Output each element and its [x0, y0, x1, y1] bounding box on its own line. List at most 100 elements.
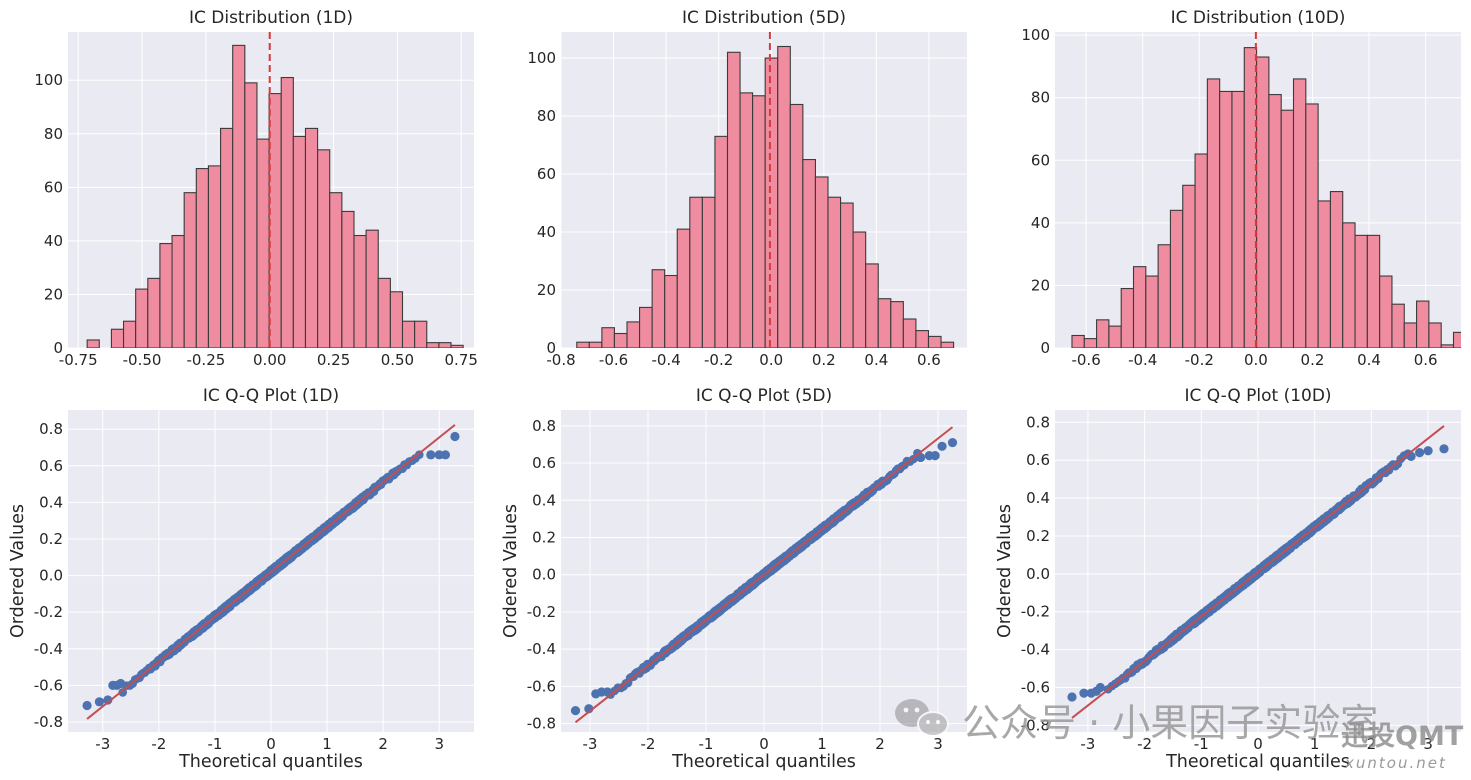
histogram-bar — [220, 127, 234, 348]
histogram-bar — [292, 135, 307, 348]
histogram-bar — [1280, 109, 1295, 348]
histogram-bar — [1416, 300, 1430, 348]
x-tick-label: 0 — [266, 735, 276, 753]
histogram-bar — [664, 274, 678, 348]
x-tick-label: 0.75 — [445, 351, 478, 369]
y-tick-label: 0.0 — [532, 566, 556, 584]
histogram-bar — [1145, 275, 1159, 348]
histogram-bar — [726, 51, 741, 348]
histogram-bar — [777, 45, 791, 348]
histogram-bar — [1219, 90, 1233, 348]
histogram-bar — [890, 301, 904, 348]
histogram-bar — [280, 76, 294, 348]
qq-point — [937, 441, 947, 451]
chart-title: IC Distribution (1D) — [189, 8, 353, 28]
x-tick-label: 1 — [1310, 735, 1320, 753]
plot-content — [570, 426, 958, 724]
chart-panel-2: IC Distribution (5D) -0.8 -0.6 -0.4 -0.2 0.0 0… — [527, 8, 967, 369]
histogram-bar — [1096, 319, 1110, 348]
histogram-bar — [1194, 153, 1208, 348]
y-tick-label: 80 — [1031, 89, 1050, 107]
x-tick-label: -0.50 — [123, 351, 162, 369]
histogram-bar — [317, 149, 331, 348]
x-tick-label: 2 — [875, 735, 885, 753]
histogram-bar — [450, 344, 464, 348]
histogram-bar — [365, 229, 379, 348]
histogram-bar — [601, 327, 616, 348]
x-axis-label: Theoretical quantiles — [178, 752, 363, 772]
x-tick-label: 1 — [322, 735, 332, 753]
x-tick-label: 0.6 — [1414, 351, 1438, 369]
histogram-bar — [1268, 94, 1282, 348]
plot-content — [1071, 32, 1461, 348]
histogram-bar — [626, 321, 641, 348]
x-tick-label: 0 — [1253, 735, 1263, 753]
x-tick-label: 3 — [933, 735, 943, 753]
y-tick-label: 0 — [1040, 339, 1050, 357]
histogram-bar — [122, 320, 137, 348]
y-tick-label: 0.4 — [1026, 489, 1050, 507]
chart-panel-1: IC Distribution (1D) -0.75 -0.50 -0.25 0.00 0… — [34, 8, 478, 369]
x-tick-label: -1 — [699, 735, 714, 753]
histogram-bar — [764, 57, 779, 348]
histogram-bar — [1120, 288, 1135, 348]
qq-point — [1415, 448, 1425, 458]
y-tick-label: 0.8 — [39, 420, 63, 438]
watermark-text: 公众号 · 小果因子实验室 — [962, 701, 1378, 745]
qq-point — [450, 431, 460, 442]
x-tick-label: 3 — [434, 735, 444, 753]
histogram-bar — [1083, 338, 1098, 348]
histogram-bar — [839, 202, 854, 348]
y-tick-label: 0.2 — [1026, 527, 1050, 545]
y-tick-label: -0.8 — [1021, 716, 1050, 734]
chart-panel-3: IC Distribution (10D) -0.6 -0.4 -0.2 0.0 0.2 0… — [1021, 8, 1461, 369]
histogram-bar — [927, 335, 942, 348]
x-tick-label: -1 — [207, 735, 222, 753]
y-tick-label: 100 — [527, 49, 556, 67]
histogram-bar — [639, 306, 653, 348]
histogram-bar — [789, 103, 804, 348]
x-tick-label: -0.6 — [1071, 351, 1100, 369]
x-axis-label: Theoretical quantiles — [671, 752, 856, 772]
histogram-bar — [1132, 266, 1147, 348]
x-tick-label: 2 — [1367, 735, 1377, 753]
histogram-bar — [1182, 184, 1196, 348]
qq-point — [930, 451, 940, 461]
y-tick-label: 0.2 — [39, 530, 63, 548]
histogram-bar — [147, 277, 161, 348]
plot-content — [82, 424, 460, 720]
histogram-bar — [1231, 90, 1245, 348]
qq-point — [118, 688, 128, 697]
histogram-bar — [414, 320, 428, 348]
qq-fit-line — [1071, 425, 1445, 719]
histogram-bars — [1071, 47, 1461, 348]
x-tick-label: -0.4 — [651, 351, 680, 369]
histogram-bar — [576, 341, 590, 348]
x-tick-label: -0.2 — [1185, 351, 1214, 369]
x-tick-label: 0.0 — [759, 351, 783, 369]
y-tick-label: 40 — [1031, 214, 1050, 232]
histogram-bar — [701, 196, 716, 348]
y-tick-label: 20 — [44, 285, 63, 303]
histogram-bar — [752, 95, 766, 348]
histogram-bar — [802, 159, 816, 348]
y-tick-label: 0.0 — [1026, 565, 1050, 583]
histogram-bar — [1108, 325, 1122, 348]
x-tick-label: -1 — [1194, 735, 1209, 753]
y-tick-label: 100 — [1021, 26, 1050, 44]
histogram-bar — [1305, 103, 1319, 348]
qq-point — [1067, 692, 1077, 702]
qq-point — [1095, 682, 1105, 693]
histogram-bar — [207, 165, 222, 348]
histogram-bar — [1157, 244, 1171, 348]
y-tick-label: -0.6 — [527, 677, 556, 695]
chart-panel-5: IC Q-Q Plot (5D) -3 -2 -1 0 1 2 3 -0.8 -0.6 -0.4 -0… — [501, 386, 967, 772]
x-tick-label: -0.75 — [59, 351, 98, 369]
x-tick-label: -2 — [151, 735, 166, 753]
y-tick-label: 60 — [537, 165, 556, 183]
histogram-bar — [676, 228, 691, 348]
y-tick-label: 40 — [537, 223, 556, 241]
y-tick-label: -0.2 — [1021, 603, 1050, 621]
y-tick-label: 20 — [1031, 276, 1050, 294]
watermark-url: xuntou.net — [1344, 754, 1447, 772]
